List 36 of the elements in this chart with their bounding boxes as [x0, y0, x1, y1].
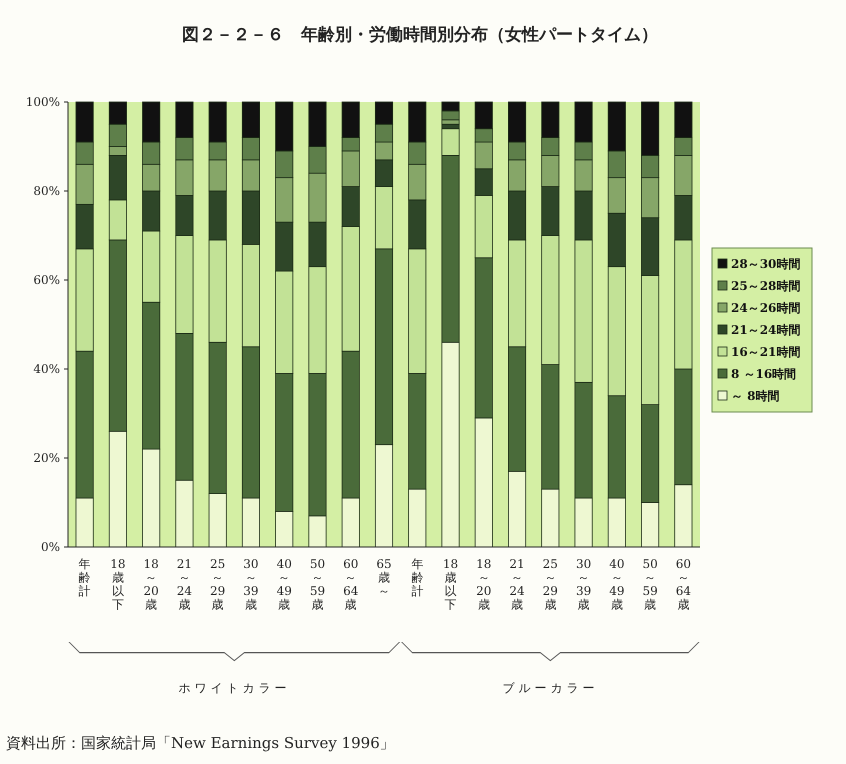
x-tick-label: 21～24歳: [509, 557, 526, 612]
legend-label: 8 ～16時間: [731, 367, 796, 381]
y-tick-label: 80%: [33, 184, 60, 198]
text: ブルーカラー: [502, 681, 598, 695]
x-tick-label: 25～29歳: [542, 557, 558, 612]
x-tick-label: 60～64歳: [343, 557, 359, 612]
x-tick-label: 年齢計: [78, 557, 91, 598]
text: ホワイトカラー: [178, 681, 290, 695]
y-tick-label: 20%: [33, 451, 60, 465]
y-tick-label: 60%: [33, 273, 60, 287]
legend-label: 16～21時間: [731, 345, 800, 359]
x-tick-label: 年齢計: [411, 557, 424, 598]
y-tick-label: 40%: [33, 362, 60, 376]
x-tick-label: 18歳以下: [110, 557, 126, 612]
legend-label: ～ 8時間: [731, 389, 780, 403]
x-tick-label: 30～39歳: [576, 557, 592, 612]
x-tick-label: 21～24歳: [176, 557, 192, 612]
y-tick-label: 100%: [26, 95, 60, 109]
text: 資料出所：国家統計局「New Earnings Survey 1996」: [6, 734, 395, 752]
x-tick-label: 40～49歳: [276, 557, 292, 612]
chart-title: 図２－２－６ 年齢別・労働時間別分布（女性パートタイム）: [182, 25, 658, 45]
legend-label: 21～24時間: [731, 323, 800, 337]
x-tick-label: 18～20歳: [144, 557, 159, 612]
x-tick-label: 50～59歳: [642, 557, 658, 612]
x-tick-label: 18歳以下: [442, 557, 458, 612]
x-tick-label: 65歳～: [376, 557, 392, 598]
x-tick-label: 30～39歳: [243, 557, 259, 612]
y-tick-label: 0%: [40, 540, 60, 554]
x-tick-label: 40～49歳: [609, 557, 624, 612]
x-tick-label: 50～59歳: [310, 557, 326, 612]
legend-label: 28～30時間: [731, 257, 800, 271]
x-tick-label: 60～64歳: [676, 557, 692, 612]
legend-label: 24～26時間: [731, 301, 800, 315]
x-tick-label: 18～20歳: [476, 557, 492, 612]
legend-label: 25～28時間: [731, 279, 800, 293]
x-tick-label: 25～29歳: [210, 557, 226, 612]
